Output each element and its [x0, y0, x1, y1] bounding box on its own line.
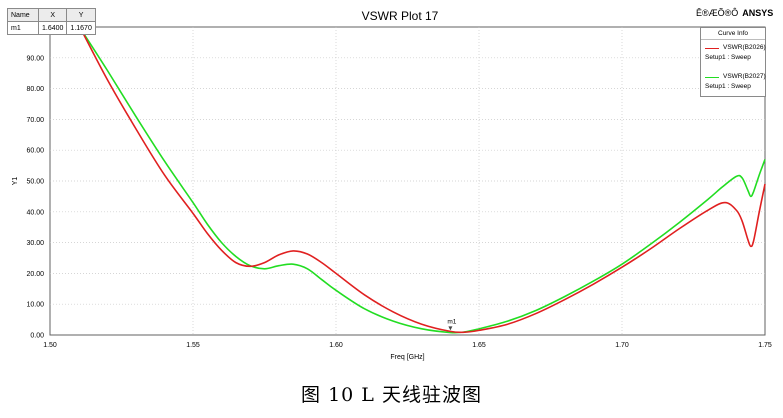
- marker-col-x: X: [37, 8, 68, 22]
- plot-title: VSWR Plot 17: [361, 9, 439, 23]
- marker-name-cell: m1: [7, 21, 39, 35]
- marker-table: Name X Y m1 1.6400 1.1670: [7, 8, 96, 35]
- curve-info-legend: Curve Info VSWR(B2026) Setup1 : Sweep VS…: [700, 27, 766, 97]
- x-tick-label: 1.60: [329, 342, 343, 349]
- legend-entry-b2027: VSWR(B2027) Setup1 : Sweep: [701, 72, 766, 98]
- marker-table-header: Name X Y: [7, 8, 96, 22]
- legend-entry-b2026: VSWR(B2026) Setup1 : Sweep: [701, 43, 766, 69]
- x-axis-ticks: 1.50 1.55 1.60 1.65 1.70 1.75: [43, 342, 772, 349]
- x-tick-label: 1.65: [472, 342, 486, 349]
- marker-layer: m1: [447, 318, 457, 331]
- y-tick-label: 30.00: [26, 240, 44, 247]
- legend-series-name: VSWR(B2027): [723, 73, 766, 80]
- marker-col-name: Name: [7, 8, 39, 22]
- legend-title: Curve Info: [701, 28, 765, 40]
- x-tick-label: 1.50: [43, 342, 57, 349]
- legend-swatch-green: [705, 77, 719, 78]
- series-line-b2027: [80, 29, 766, 334]
- y-tick-label: 80.00: [26, 86, 44, 93]
- marker-table-row: m1 1.6400 1.1670: [7, 21, 96, 35]
- vendor-logo-text: ANSYS: [742, 8, 774, 18]
- marker-m1-symbol: [448, 326, 453, 331]
- y-tick-label: 90.00: [26, 55, 44, 62]
- figure-caption: 图 10 L 天线驻波图: [301, 384, 482, 406]
- marker-col-y: Y: [66, 8, 96, 22]
- y-tick-label: 10.00: [26, 302, 44, 309]
- vendor-garbled-text: Ê®ÆÕ®Ô: [696, 8, 739, 18]
- x-axis-label: Freq [GHz]: [390, 354, 424, 361]
- legend-setup-name: Setup1 : Sweep: [705, 83, 751, 90]
- y-tick-label: 70.00: [26, 117, 44, 124]
- y-tick-label: 50.00: [26, 179, 44, 186]
- x-tick-label: 1.70: [615, 342, 629, 349]
- legend-series-name: VSWR(B2026): [723, 44, 766, 51]
- marker-x-cell: 1.6400: [37, 21, 68, 35]
- y-axis-ticks: 0.00 10.00 20.00 30.00 40.00 50.00 60.00 70.00 8…: [26, 55, 44, 339]
- x-tick-label: 1.55: [186, 342, 200, 349]
- vendor-label: Ê®ÆÕ®Ô ANSYS: [696, 8, 773, 18]
- y-tick-label: 0.00: [30, 333, 44, 340]
- y-tick-label: 60.00: [26, 148, 44, 155]
- series-layer: [80, 29, 766, 334]
- y-tick-label: 40.00: [26, 209, 44, 216]
- legend-setup-name: Setup1 : Sweep: [705, 54, 751, 61]
- marker-y-cell: 1.1670: [66, 21, 96, 35]
- y-tick-label: 20.00: [26, 271, 44, 278]
- y-axis-label: Y1: [12, 177, 19, 186]
- series-line-b2026: [80, 29, 766, 334]
- x-tick-label: 1.75: [758, 342, 772, 349]
- marker-m1-label: m1: [447, 318, 456, 325]
- grid-lines: [50, 27, 765, 335]
- legend-swatch-red: [705, 48, 719, 49]
